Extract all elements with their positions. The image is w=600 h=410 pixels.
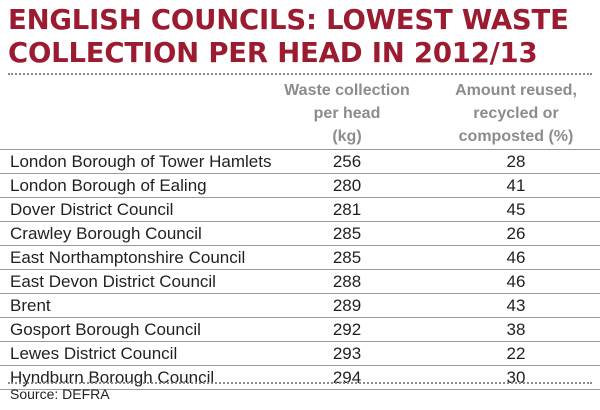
- waste-value-cell: 280: [332, 176, 362, 195]
- council-name-cell: East Devon District Council: [10, 272, 216, 291]
- recycled-value-cell: 46: [506, 272, 526, 291]
- table-row: London Borough of Tower Hamlets 256 28: [0, 149, 600, 174]
- source-divider: [8, 382, 592, 384]
- column-header-waste: Waste collection per head (kg): [272, 79, 422, 148]
- recycled-value-cell: 41: [506, 176, 526, 195]
- table-row: East Northamptonshire Council 285 46: [0, 246, 600, 270]
- council-name-cell: London Borough of Ealing: [10, 176, 207, 195]
- table-row: London Borough of Ealing 280 41: [0, 174, 600, 198]
- recycled-value-cell: 28: [506, 152, 526, 171]
- council-name-cell: Dover District Council: [10, 200, 174, 219]
- page-title: ENGLISH COUNCILS: LOWEST WASTE COLLECTIO…: [8, 4, 593, 70]
- title-line-2: COLLECTION PER HEAD IN 2012/13: [8, 37, 538, 69]
- recycled-value-cell: 38: [506, 320, 526, 339]
- table-row: East Devon District Council 288 46: [0, 270, 600, 294]
- recycled-value-cell: 26: [506, 224, 526, 243]
- waste-value-cell: 281: [332, 200, 362, 219]
- recycled-value-cell: 22: [506, 344, 526, 363]
- column-header-waste-line: Waste collection: [284, 82, 410, 99]
- recycled-value-cell: 43: [506, 296, 526, 315]
- council-name-cell: Brent: [10, 296, 51, 315]
- table-row: Lewes District Council 293 22: [0, 342, 600, 366]
- waste-value-cell: 292: [332, 320, 362, 339]
- waste-value-cell: 293: [332, 344, 362, 363]
- table-row: Dover District Council 281 45: [0, 198, 600, 222]
- waste-value-cell: 256: [332, 152, 362, 171]
- waste-value-cell: 288: [332, 272, 362, 291]
- waste-value-cell: 289: [332, 296, 362, 315]
- council-name-cell: Lewes District Council: [10, 344, 178, 363]
- waste-value-cell: 285: [332, 248, 362, 267]
- column-header-recycled-line: Amount reused,: [455, 82, 577, 99]
- table-row: Crawley Borough Council 285 26: [0, 222, 600, 246]
- column-header-waste-line: (kg): [332, 128, 362, 145]
- council-name-cell: London Borough of Tower Hamlets: [10, 152, 272, 171]
- waste-value-cell: 294: [332, 368, 362, 387]
- table-row: Gosport Borough Council 292 38: [0, 318, 600, 342]
- title-line-1: ENGLISH COUNCILS: LOWEST WASTE: [8, 4, 569, 36]
- data-table: London Borough of Tower Hamlets 256 28 Lond…: [0, 149, 600, 390]
- council-name-cell: Gosport Borough Council: [10, 320, 201, 339]
- column-header-recycled-line: recycled or: [473, 105, 559, 122]
- table-row: Brent 289 43: [0, 294, 600, 318]
- recycled-value-cell: 46: [506, 248, 526, 267]
- source-note: Source: DEFRA: [10, 386, 110, 402]
- recycled-value-cell: 45: [506, 200, 526, 219]
- council-name-cell: Crawley Borough Council: [10, 224, 202, 243]
- council-name-cell: East Northamptonshire Council: [10, 248, 246, 267]
- column-header-waste-line: per head: [313, 105, 381, 122]
- recycled-value-cell: 30: [506, 368, 526, 387]
- column-header-recycled: Amount reused, recycled or composted (%): [436, 79, 596, 148]
- title-divider: [8, 73, 592, 75]
- column-header-recycled-line: composted (%): [458, 128, 574, 145]
- waste-value-cell: 285: [332, 224, 362, 243]
